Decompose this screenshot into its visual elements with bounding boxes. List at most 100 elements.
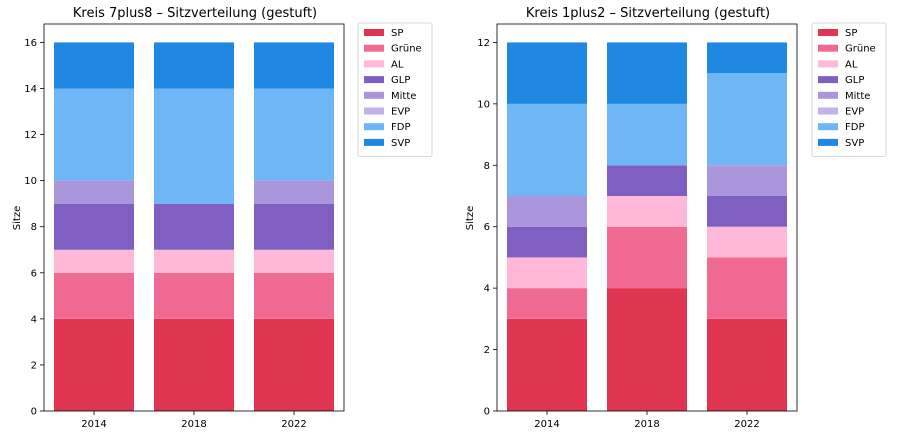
legend-label: SP	[845, 28, 857, 39]
y-tick-label: 10	[477, 99, 490, 110]
y-tick-label: 4	[484, 284, 490, 295]
y-tick-label: 12	[24, 130, 37, 141]
y-axis-label: Sitze	[12, 206, 23, 230]
y-axis-label: Sitze	[465, 206, 476, 230]
y-tick-label: 0	[484, 407, 490, 418]
legend-swatch	[818, 91, 838, 99]
bar-segment	[54, 249, 134, 273]
bar-segment	[154, 272, 234, 319]
bar-segment	[254, 88, 334, 181]
legend-label: SVP	[391, 138, 410, 149]
y-tick-label: 6	[484, 222, 490, 233]
chart-kreis-1plus2: Kreis 1plus2 – Sitzverteilung (gestuft) …	[465, 6, 887, 430]
legend-swatch	[818, 44, 838, 52]
bar-segment	[607, 103, 687, 166]
legend-swatch	[818, 138, 838, 146]
legend-swatch	[364, 44, 384, 52]
legend-swatch	[364, 107, 384, 115]
legend-label: SP	[391, 28, 403, 39]
legend-label: EVP	[845, 107, 864, 118]
bar-segment	[607, 196, 687, 227]
y-tick-label: 6	[31, 268, 37, 279]
chart-title: Kreis 1plus2 – Sitzverteilung (gestuft)	[526, 6, 770, 21]
bar-segment	[54, 318, 134, 411]
bar-layer	[54, 42, 334, 411]
x-tick-label: 2018	[634, 419, 659, 430]
bar-segment	[154, 203, 234, 250]
x-ticks: 2014 2018 2022	[81, 411, 307, 430]
bar-segment	[254, 318, 334, 411]
y-tick-label: 8	[31, 222, 37, 233]
x-tick-label: 2022	[281, 419, 306, 430]
legend-label: AL	[845, 59, 858, 70]
legend-label: AL	[391, 59, 404, 70]
legend-swatch	[364, 91, 384, 99]
x-tick-label: 2014	[81, 419, 106, 430]
plot-frame	[43, 23, 345, 412]
bar-segment	[607, 42, 687, 104]
bar-segment	[507, 196, 587, 227]
bar-segment	[607, 165, 687, 196]
legend: SP Grüne AL GLP Mitte EVP FDP SVP	[357, 22, 433, 158]
x-tick-label: 2018	[181, 419, 206, 430]
bar-segment	[507, 42, 587, 104]
bar-segment	[54, 272, 134, 319]
bar-segment	[707, 73, 787, 166]
bar-segment	[54, 203, 134, 250]
legend: SP Grüne AL GLP Mitte EVP FDP SVP	[811, 22, 887, 158]
legend-label: Mitte	[845, 91, 870, 102]
y-tick-label: 14	[24, 84, 37, 95]
bar-segment	[254, 180, 334, 204]
bar-segment	[507, 318, 587, 411]
legend-label: GLP	[391, 75, 410, 86]
y-tick-label: 10	[24, 176, 37, 187]
y-ticks: 0 2 4 6 8 10 12 14 16	[24, 38, 44, 418]
y-tick-label: 2	[31, 360, 37, 371]
legend-swatch	[818, 60, 838, 68]
legend-swatch	[364, 138, 384, 146]
legend-swatch	[364, 29, 384, 36]
legend-swatch	[818, 107, 838, 115]
y-ticks: 0 2 4 6 8 10 12	[477, 38, 497, 418]
x-ticks: 2014 2018 2022	[534, 411, 760, 430]
bar-segment	[254, 42, 334, 89]
bar-segment	[707, 257, 787, 319]
legend-swatch	[818, 29, 838, 36]
legend-label: FDP	[391, 122, 410, 133]
legend-swatch	[364, 76, 384, 84]
bar-segment	[154, 249, 234, 273]
legend-swatch	[818, 123, 838, 131]
bar-segment	[707, 42, 787, 74]
bar-segment	[507, 103, 587, 196]
bar-segment	[154, 318, 234, 411]
y-tick-label: 4	[31, 314, 37, 325]
bar-segment	[507, 288, 587, 319]
bar-segment	[54, 88, 134, 181]
bar-segment	[254, 249, 334, 273]
bar-segment	[254, 272, 334, 319]
x-tick-label: 2022	[734, 419, 759, 430]
x-tick-label: 2014	[534, 419, 559, 430]
y-tick-label: 0	[31, 407, 37, 418]
bar-segment	[54, 42, 134, 89]
y-tick-label: 12	[477, 38, 490, 49]
legend-swatch	[818, 76, 838, 84]
plot-frame	[496, 23, 798, 412]
bar-segment	[254, 203, 334, 250]
chart-title: Kreis 7plus8 – Sitzverteilung (gestuft)	[73, 6, 317, 21]
legend-label: EVP	[391, 107, 410, 118]
bar-segment	[154, 42, 234, 89]
y-tick-label: 16	[24, 38, 37, 49]
legend-label: Grüne	[845, 44, 876, 55]
bar-segment	[707, 196, 787, 227]
bar-segment	[607, 226, 687, 289]
y-tick-label: 2	[484, 345, 490, 356]
legend-label: SVP	[845, 138, 864, 149]
legend-swatch	[364, 123, 384, 131]
bar-segment	[607, 288, 687, 411]
bar-segment	[507, 226, 587, 258]
bar-segment	[707, 318, 787, 411]
legend-label: GLP	[845, 75, 864, 86]
legend-label: FDP	[845, 122, 864, 133]
